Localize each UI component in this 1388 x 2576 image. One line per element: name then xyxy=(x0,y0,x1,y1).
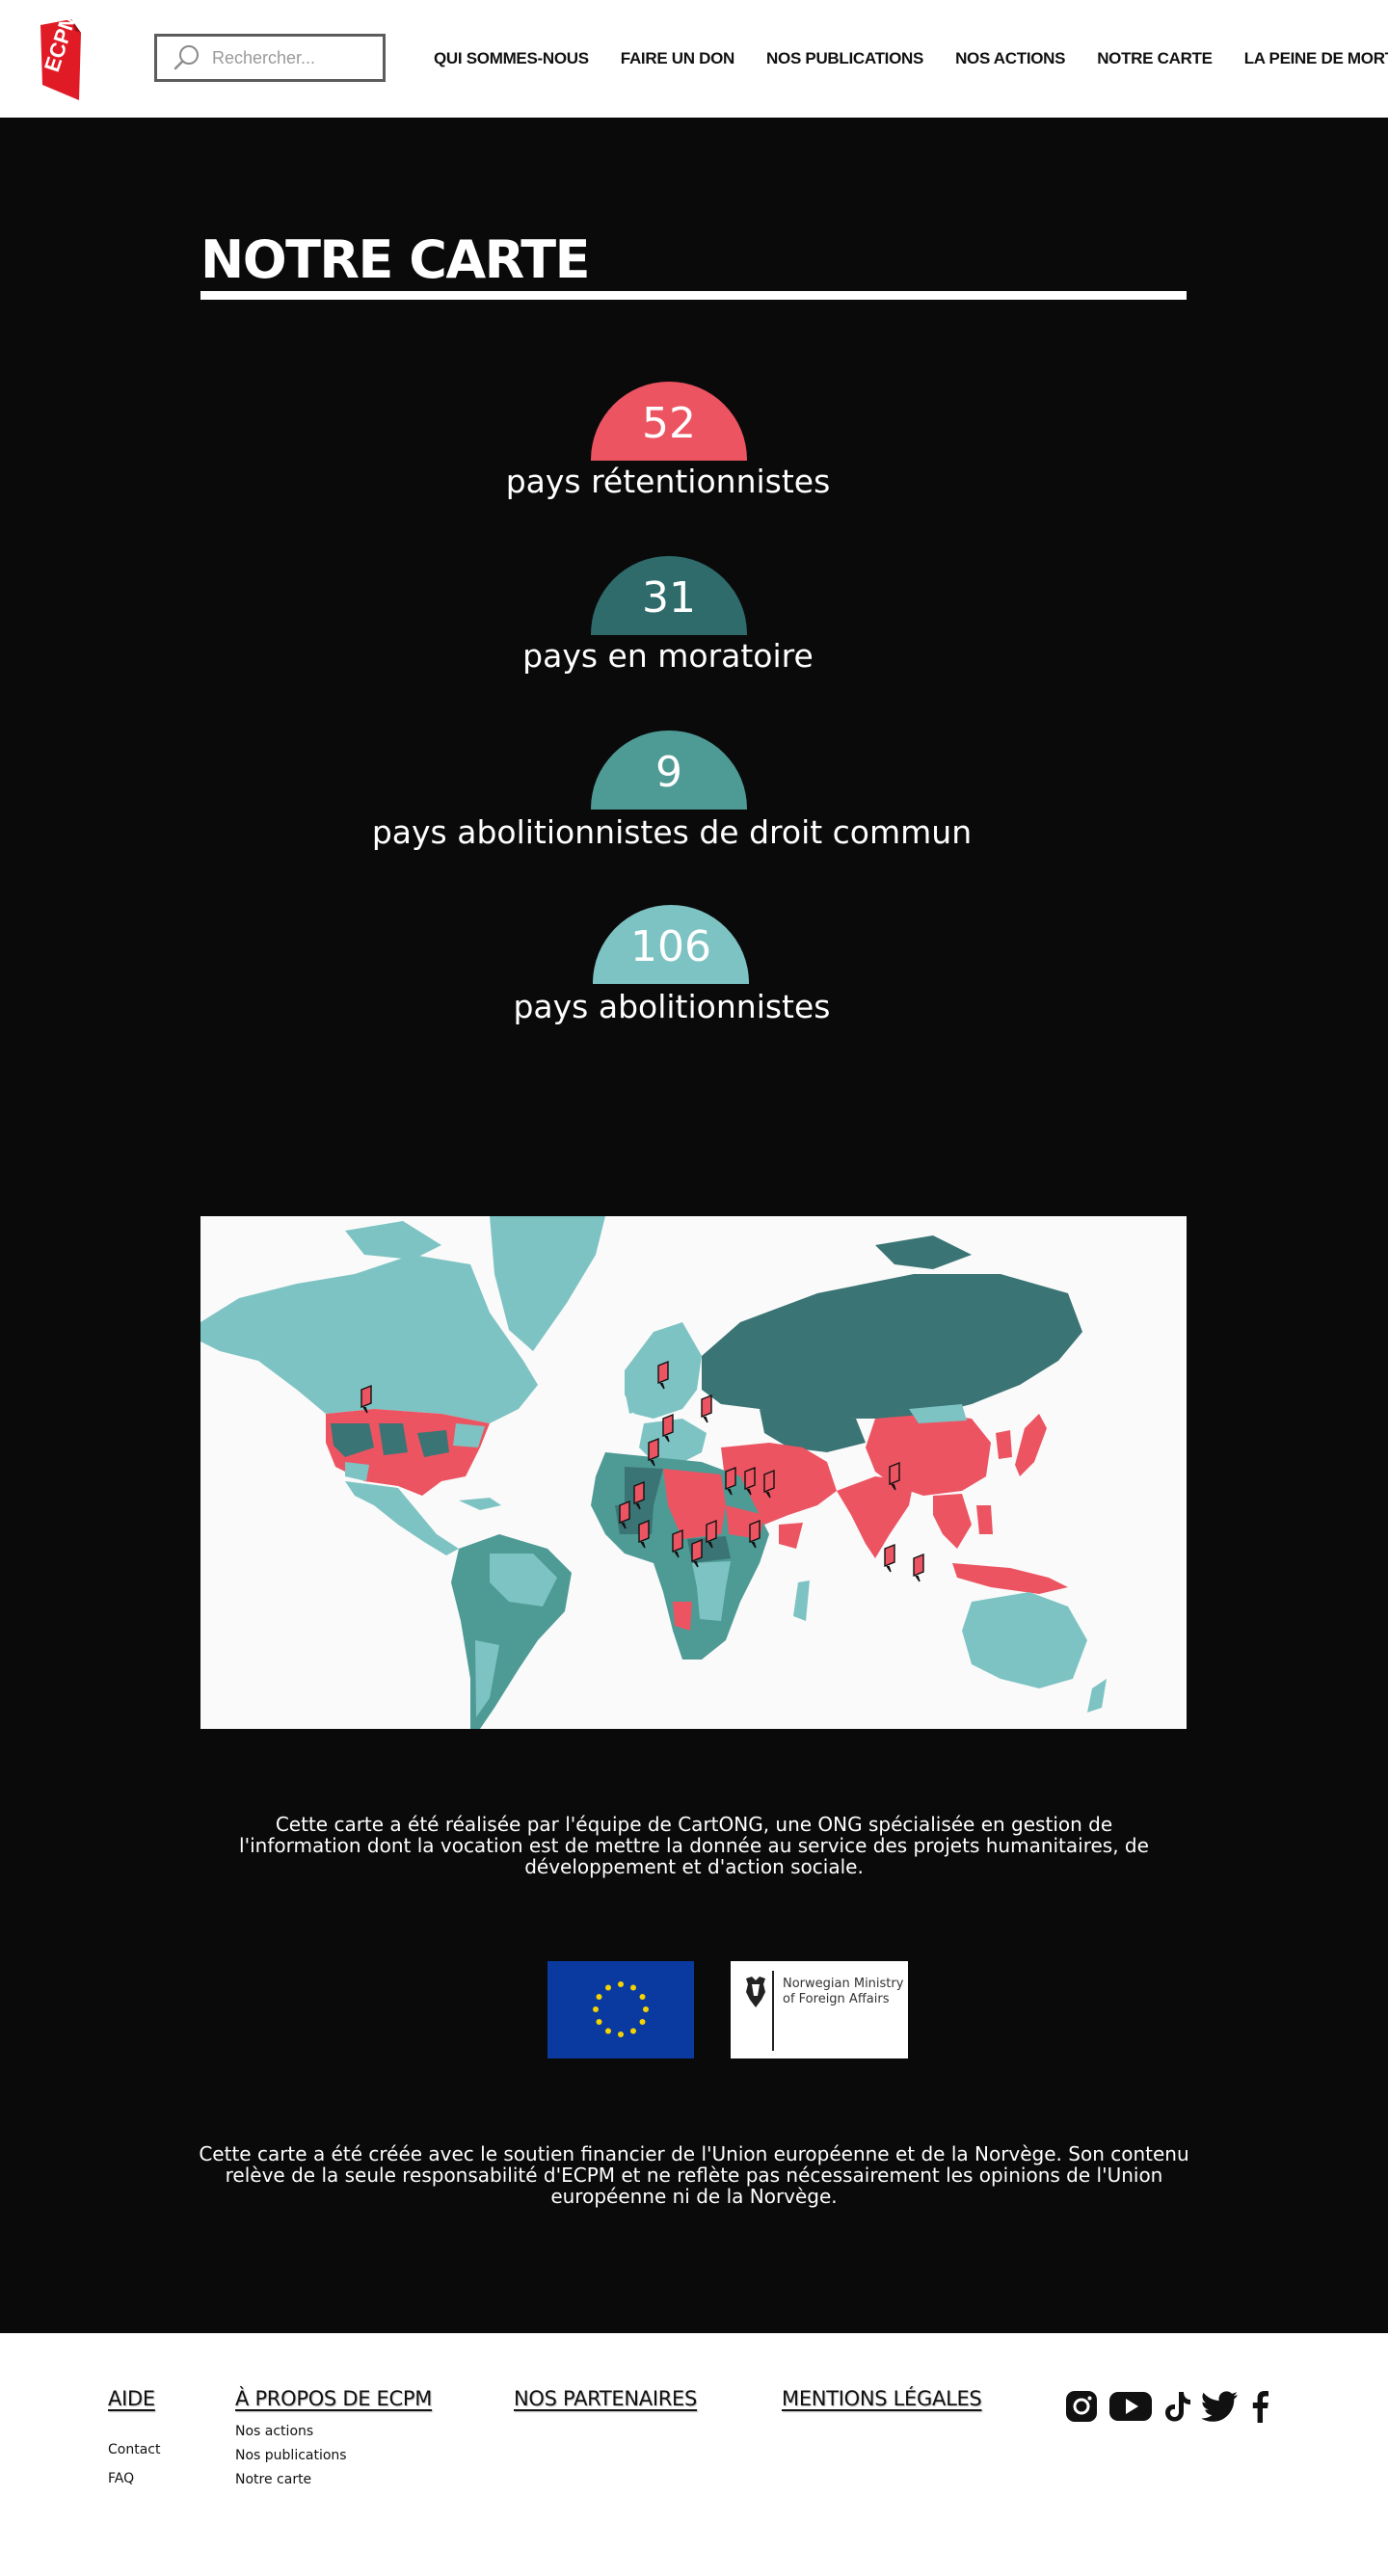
funding-disclaimer: Cette carte a été créée avec le soutien … xyxy=(199,2142,1189,2208)
stat-value-dome: 31 xyxy=(591,556,747,635)
search-input[interactable] xyxy=(212,47,376,68)
world-map[interactable] xyxy=(200,1216,1187,1729)
nav-qui-sommes-nous[interactable]: QUI SOMMES-NOUS xyxy=(434,49,589,67)
site-footer: AIDE Contact FAQ À PROPOS DE ECPM Nos ac… xyxy=(0,2333,1388,2576)
stat-label: pays en moratoire xyxy=(522,637,814,675)
footer-link-faq[interactable]: FAQ xyxy=(108,2471,135,2486)
footer-link-contact[interactable]: Contact xyxy=(108,2442,161,2457)
social-links xyxy=(1065,2390,1269,2423)
twitter-icon xyxy=(1202,2391,1238,2422)
twitter-link[interactable] xyxy=(1202,2391,1239,2422)
nav-nos-publications[interactable]: NOS PUBLICATIONS xyxy=(766,49,924,67)
stat-label: pays abolitionnistes de droit commun xyxy=(371,813,973,851)
instagram-icon xyxy=(1066,2391,1097,2422)
footer-heading-aide[interactable]: AIDE xyxy=(108,2387,155,2410)
nav-faire-un-don[interactable]: FAIRE UN DON xyxy=(620,49,735,67)
site-header: ECPM QUI SOMMES-NOUS FAIRE UN DON NOS PU… xyxy=(0,0,1388,118)
ecpm-logo-icon: ECPM xyxy=(40,9,81,100)
tiktok-icon xyxy=(1165,2392,1190,2422)
facebook-link[interactable] xyxy=(1250,2390,1269,2423)
facebook-icon xyxy=(1252,2391,1268,2423)
footer-link-nos-actions[interactable]: Nos actions xyxy=(235,2424,314,2439)
search-icon[interactable] xyxy=(172,43,200,72)
stat-value-dome: 106 xyxy=(593,905,749,984)
main-nav: QUI SOMMES-NOUS FAIRE UN DON NOS PUBLICA… xyxy=(434,0,1388,118)
stat-value-dome: 52 xyxy=(591,382,747,461)
youtube-link[interactable] xyxy=(1109,2391,1152,2422)
footer-link-notre-carte[interactable]: Notre carte xyxy=(235,2472,312,2487)
stat-label: pays abolitionnistes xyxy=(513,988,831,1025)
footer-heading-a-propos[interactable]: À PROPOS DE ECPM xyxy=(235,2387,433,2410)
norway-ministry-name: Norwegian Ministry of Foreign Affairs xyxy=(783,1977,904,2006)
nav-la-peine-de-mort[interactable]: LA PEINE DE MORT xyxy=(1243,49,1388,67)
norway-ministry-logo: Norwegian Ministry of Foreign Affairs xyxy=(731,1961,908,2058)
tiktok-link[interactable] xyxy=(1163,2390,1192,2423)
footer-link-nos-publications[interactable]: Nos publications xyxy=(235,2448,347,2463)
cartong-credit: Cette carte a été réalisée par l'équipe … xyxy=(239,1813,1149,1878)
youtube-icon xyxy=(1109,2392,1152,2421)
footer-heading-partenaires[interactable]: NOS PARTENAIRES xyxy=(514,2387,698,2410)
page-title: NOTRE CARTE xyxy=(200,229,591,290)
instagram-link[interactable] xyxy=(1065,2390,1098,2423)
title-underline xyxy=(200,291,1187,300)
nav-nos-actions[interactable]: NOS ACTIONS xyxy=(955,49,1066,67)
search-box[interactable] xyxy=(154,34,386,82)
nav-notre-carte[interactable]: NOTRE CARTE xyxy=(1097,49,1213,67)
logo-divider xyxy=(772,1971,774,2051)
stat-label: pays rétentionnistes xyxy=(505,463,831,500)
norway-crest-icon xyxy=(746,1977,765,2007)
stat-value-dome: 9 xyxy=(591,730,747,810)
world-map-graphic xyxy=(200,1216,1187,1729)
eu-stars-icon xyxy=(593,1981,649,2037)
ecpm-logo[interactable]: ECPM xyxy=(37,9,85,102)
footer-heading-mentions[interactable]: MENTIONS LÉGALES xyxy=(782,2387,982,2410)
eu-flag-logo xyxy=(547,1961,694,2058)
